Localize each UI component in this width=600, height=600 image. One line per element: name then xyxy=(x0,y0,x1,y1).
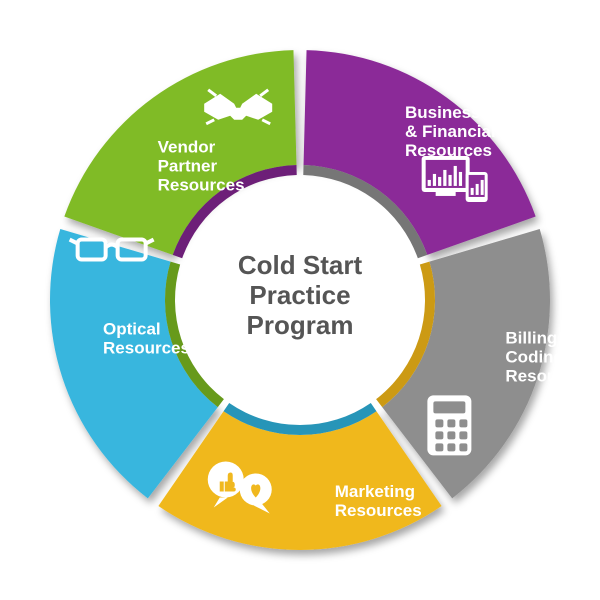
segment-label-line: Billing & xyxy=(505,329,574,348)
segment-label-line: Resources xyxy=(158,176,245,195)
center-title-line: Program xyxy=(247,310,354,340)
segment-label-line: Resources xyxy=(335,501,422,520)
segment-label-line: Resources xyxy=(505,367,592,386)
segment-label-line: Partner xyxy=(158,157,218,176)
center-title: Cold StartPracticeProgram xyxy=(238,250,363,340)
segment-label-business-financial: Business& FinancialResources xyxy=(405,103,496,160)
segment-label-line: Resources xyxy=(405,141,492,160)
segment-label-line: Marketing xyxy=(335,482,415,501)
segment-label-line: Business xyxy=(405,103,481,122)
segment-label-line: Coding xyxy=(505,348,564,367)
segment-label-line: Resources xyxy=(103,339,190,358)
calculator-icon xyxy=(427,395,471,455)
center-title-line: Practice xyxy=(249,280,350,310)
segment-label-billing-coding: Billing &CodingResources xyxy=(505,329,592,386)
cold-start-donut: Business& FinancialResourcesBilling &Cod… xyxy=(0,0,600,600)
segment-label-line: Optical xyxy=(103,320,161,339)
segment-label-marketing: MarketingResources xyxy=(335,482,422,520)
center-title-line: Cold Start xyxy=(238,250,363,280)
segment-label-line: & Financial xyxy=(405,122,496,141)
segment-label-line: Vendor xyxy=(158,138,216,157)
